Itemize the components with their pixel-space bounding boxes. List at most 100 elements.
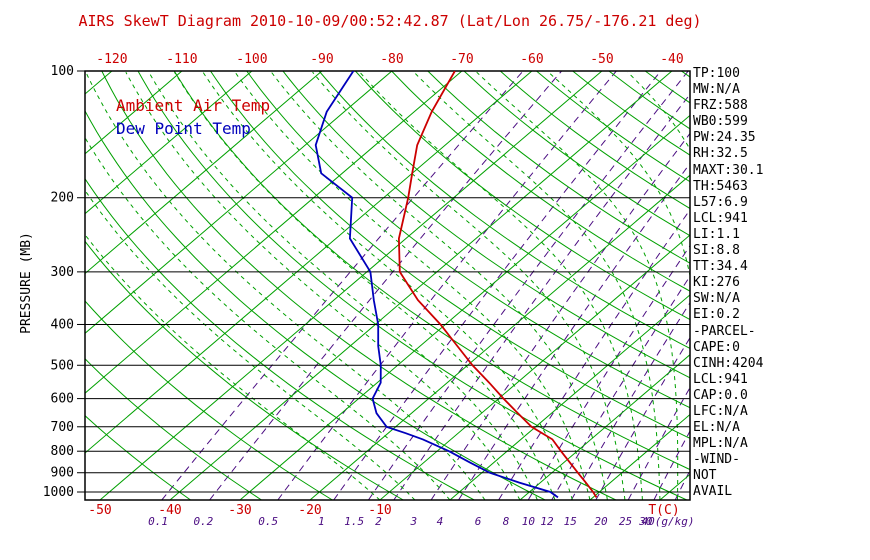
dry-adiabat-line (85, 240, 404, 500)
moist-adiabat-line (85, 136, 451, 500)
plot-frame (84, 70, 691, 501)
temp-profile-line (397, 71, 598, 498)
top-temp-label: -60 (520, 52, 543, 67)
top-temp-label: -80 (380, 52, 403, 67)
stat-line: FRZ:588 (693, 98, 748, 114)
mixing-ratio-unit-label: 40(g/kg) (642, 515, 695, 528)
pressure-tick-label: 400 (51, 317, 74, 332)
mixing-ratio-label: 1.5 (344, 515, 364, 528)
isotherm-line (239, 114, 690, 500)
dry-adiabat-line (210, 71, 690, 439)
top-temp-label: -50 (590, 52, 613, 67)
pressure-tick-label: 800 (51, 444, 74, 459)
dry-adiabat-line (282, 71, 690, 379)
mixing-ratio-label: 3 (410, 515, 418, 528)
dry-adiabat-line (173, 71, 690, 471)
mixing-ratio-label: 20 (594, 515, 608, 528)
isotherm-line (85, 71, 253, 215)
stat-line: PW:24.35 (693, 130, 756, 146)
mixing-ratio-line (393, 93, 690, 500)
mixing-ratio-label: 12 (540, 515, 554, 528)
pressure-tick-label: 300 (51, 265, 74, 280)
stat-line: TH:5463 (693, 178, 748, 194)
mixing-ratio-label: 1 (318, 515, 325, 528)
dry-adiabat-line (572, 71, 690, 156)
pressure-tick-label: 900 (51, 466, 74, 481)
mixing-ratio-label: 8 (503, 515, 510, 528)
mixing-ratio-line (367, 71, 689, 500)
top-temp-label: -90 (310, 52, 333, 67)
bottom-temp-label: -40 (158, 503, 181, 518)
bottom-temp-label: -20 (298, 503, 321, 518)
pressure-tick-label: 700 (51, 420, 74, 435)
stat-line: EL:N/A (693, 420, 740, 436)
mixing-ratio-label: 0.2 (193, 515, 213, 528)
stats-panel: TP:100 MW:N/A FRZ:588 WB0:599 PW:24.35 RH:32.… (693, 66, 763, 501)
mixing-ratio-line (527, 244, 690, 500)
top-temp-label: -70 (450, 52, 473, 67)
mixing-ratio-line (161, 71, 524, 500)
mixing-ratio-line (551, 275, 690, 500)
mixing-ratio-label: 15 (564, 515, 577, 528)
stat-line: -WIND- (693, 452, 740, 468)
mixing-ratio-line (458, 162, 690, 500)
pressure-axis-label: PRESSURE (MB) (19, 232, 34, 334)
dry-adiabat-line (499, 71, 690, 210)
mixing-ratio-line (498, 208, 690, 500)
isotherm-line (169, 71, 673, 500)
pressure-tick-label: 1000 (43, 485, 74, 500)
stat-line: L57:6.9 (693, 194, 748, 210)
dry-adiabat-line (463, 71, 690, 237)
dry-adiabat-line (536, 71, 690, 183)
dry-adiabat-line (101, 71, 617, 500)
isotherm-line (85, 71, 323, 275)
stat-line: SI:8.8 (693, 243, 740, 259)
legend-dew-point-temp: Dew Point Temp (116, 119, 251, 138)
top-temp-label: -100 (236, 52, 267, 67)
isotherm-line (379, 234, 690, 500)
moist-adiabat-line (627, 71, 690, 151)
pressure-tick-label: 100 (51, 64, 74, 79)
temp-unit-label: T(C) (648, 503, 679, 518)
moist-adiabat-line (202, 71, 573, 500)
top-temp-label: -40 (660, 52, 683, 67)
stat-line: RH:32.5 (693, 146, 748, 162)
dry-adiabat-line (754, 71, 870, 500)
isotherm-line (659, 473, 690, 500)
moist-adiabat-line (476, 71, 679, 500)
dry-adiabat-line (85, 358, 262, 500)
dry-adiabat-line (391, 71, 690, 292)
moist-adiabat-line (234, 71, 591, 500)
bottom-temp-label: -10 (368, 503, 391, 518)
mixing-ratio-line (277, 71, 617, 500)
stat-line: WB0:599 (693, 114, 748, 130)
mixing-ratio-label: 30 (638, 515, 653, 528)
dry-adiabat-line (85, 300, 333, 500)
top-temp-label: -120 (96, 52, 127, 67)
isotherm-line (589, 413, 690, 500)
moist-adiabat-line (413, 71, 661, 500)
isotherm-line (99, 71, 603, 500)
stat-line: LCL:941 (693, 371, 748, 387)
stat-line: CINH:4204 (693, 355, 764, 371)
mixing-ratio-label: 2 (375, 515, 382, 528)
stat-line: KI:276 (693, 275, 740, 291)
stat-line: NOT (693, 468, 717, 484)
mixing-ratio-line (333, 71, 662, 500)
moist-adiabat-line (85, 233, 381, 500)
dry-adiabat-line (85, 415, 191, 500)
top-temp-label: -110 (166, 52, 197, 67)
pressure-tick-label: 500 (51, 358, 74, 373)
dry-adiabat-line (427, 71, 690, 264)
bottom-temp-label: -30 (228, 503, 251, 518)
stat-line: CAP:0.0 (693, 387, 748, 403)
isotherm-line (85, 71, 113, 95)
stat-line: EI:0.2 (693, 307, 740, 323)
skewt-gridlines (85, 71, 870, 500)
moist-adiabat-line (85, 189, 416, 500)
mixing-ratio-label: 6 (475, 515, 482, 528)
mixing-ratio-label: 0.5 (258, 515, 278, 528)
stat-line: TP:100 (693, 66, 740, 81)
